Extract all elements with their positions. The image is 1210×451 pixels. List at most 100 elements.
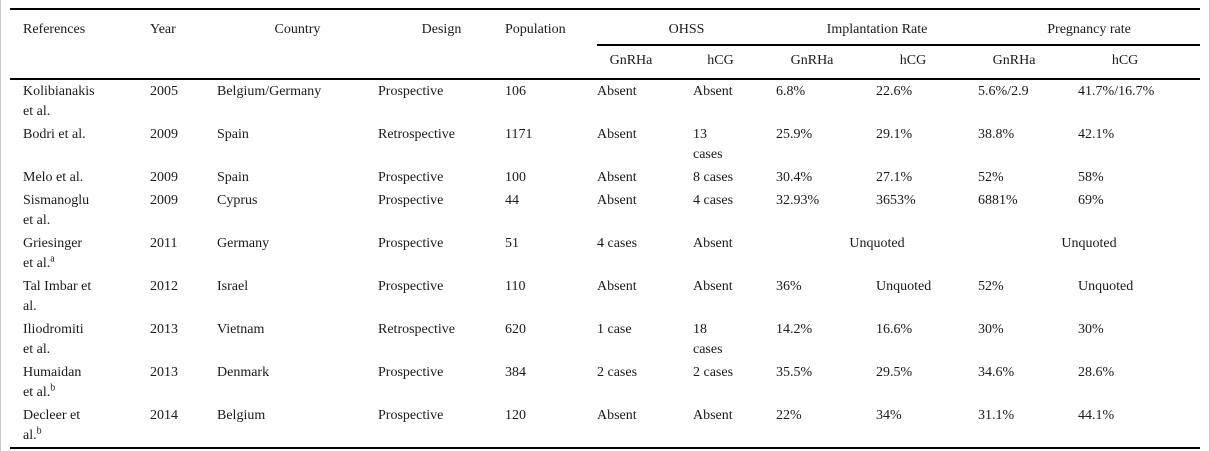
cell-year: 2009: [150, 127, 178, 142]
cell-country: Spain: [217, 170, 249, 185]
reference-text: Tal Imbar et al.: [23, 279, 92, 314]
cell-pregnancy-hcg: 44.1%: [1078, 408, 1115, 423]
cell-implantation-hcg: Unquoted: [876, 279, 932, 294]
cell-year: 2011: [150, 236, 178, 251]
cell-implantation-gnrha: 36%: [776, 279, 802, 294]
cell-ohss-hcg: Absent: [693, 84, 733, 99]
cell-ohss-hcg: Absent: [693, 279, 733, 294]
cell-implantation-gnrha: 30.4%: [776, 170, 813, 185]
col-header-references: References: [10, 9, 150, 80]
col-group-pregnancy-rate: Pregnancy rate: [978, 9, 1201, 46]
reference-text: Decleer et al.: [23, 408, 81, 443]
cell-year: 2009: [150, 170, 178, 185]
cell-ohss-hcg: 2 cases: [693, 365, 734, 380]
cell-country: Vietnam: [217, 322, 265, 337]
col-header-population: Population: [505, 9, 597, 80]
cell-pregnancy-hcg: 42.1%: [1078, 127, 1115, 142]
cell-references: Melo et al.: [10, 166, 150, 189]
cell-implantation-hcg: 3653%: [876, 193, 916, 208]
cell-implantation-gnrha: 25.9%: [776, 127, 813, 142]
cell-population: 620: [505, 322, 526, 337]
cell-pregnancy-gnrha: 34.6%: [978, 365, 1015, 380]
col-header-year: Year: [150, 9, 217, 80]
cell-year: 2012: [150, 279, 178, 294]
cell-ohss-gnrha: Absent: [597, 127, 637, 142]
cell-ohss-hcg: Absent: [693, 236, 733, 251]
cell-year: 2014: [150, 408, 178, 423]
cell-ohss-gnrha: Absent: [597, 279, 637, 294]
cell-implantation-hcg: 29.5%: [876, 365, 913, 380]
cell-pregnancy-hcg: 28.6%: [1078, 365, 1115, 380]
cell-country: Belgium/Germany: [217, 84, 322, 99]
cell-ohss-hcg: 8 cases: [693, 170, 734, 185]
cell-design: Prospective: [378, 84, 444, 99]
cell-ohss-gnrha: Absent: [597, 84, 637, 99]
subcol-implantation-hcg: hCG: [876, 45, 979, 80]
cell-country: Germany: [217, 236, 270, 251]
cell-implantation-gnrha: 14.2%: [776, 322, 813, 337]
cell-design: Retrospective: [378, 322, 455, 337]
cell-population: 51: [505, 236, 519, 251]
cell-references: Tal Imbar et al.: [10, 275, 150, 318]
cell-ohss-gnrha: 2 cases: [597, 365, 638, 380]
table-row: Griesinger et al.a 2011 Germany Prospect…: [10, 232, 1200, 275]
reference-text: Griesinger et al.: [23, 236, 83, 271]
cell-year: 2005: [150, 84, 178, 99]
cell-implantation-unquoted: Unquoted: [849, 236, 905, 251]
reference-text: Iliodromiti et al.: [23, 322, 84, 357]
subcol-pregnancy-gnrha: GnRHa: [978, 45, 1079, 80]
col-header-country: Country: [217, 9, 378, 80]
cell-design: Prospective: [378, 408, 444, 423]
cell-implantation-gnrha: 22%: [776, 408, 802, 423]
reference-text: Humaidan et al.: [23, 365, 82, 400]
cell-references: Bodri et al.: [10, 123, 150, 166]
cell-pregnancy-gnrha: 52%: [978, 170, 1004, 185]
cell-pregnancy-hcg: 30%: [1078, 322, 1104, 337]
cell-pregnancy-gnrha: 5.6%/2.9: [978, 84, 1029, 99]
table-row: Iliodromiti et al. 2013 Vietnam Retrospe…: [10, 318, 1200, 361]
cell-population: 44: [505, 193, 519, 208]
cell-year: 2009: [150, 193, 178, 208]
cell-references: Decleer et al.b: [10, 404, 150, 448]
cell-implantation-hcg: 27.1%: [876, 170, 913, 185]
cell-population: 100: [505, 170, 526, 185]
cell-ohss-gnrha: Absent: [597, 408, 637, 423]
cell-year: 2013: [150, 322, 178, 337]
cell-ohss-gnrha: Absent: [597, 193, 637, 208]
reference-text: Kolibianakis et al.: [23, 84, 95, 119]
cell-ohss-gnrha: Absent: [597, 170, 637, 185]
table-row: Decleer et al.b 2014 Belgium Prospective…: [10, 404, 1200, 448]
cell-pregnancy-gnrha: 31.1%: [978, 408, 1015, 423]
cell-country: Belgium: [217, 408, 266, 423]
cell-implantation-hcg: 22.6%: [876, 84, 913, 99]
table-row: Tal Imbar et al. 2012 Israel Prospective…: [10, 275, 1200, 318]
reference-superscript: b: [36, 425, 42, 437]
cell-pregnancy-hcg: 58%: [1078, 170, 1104, 185]
cell-implantation-gnrha: 32.93%: [776, 193, 820, 208]
cell-country: Spain: [217, 127, 249, 142]
col-group-implantation-rate: Implantation Rate: [776, 9, 979, 46]
cell-ohss-hcg: Absent: [693, 408, 733, 423]
cell-design: Prospective: [378, 193, 444, 208]
cell-implantation-gnrha: 6.8%: [776, 84, 806, 99]
cell-population: 120: [505, 408, 526, 423]
cell-ohss-hcg: 18 cases: [693, 322, 723, 357]
cell-ohss-gnrha: 4 cases: [597, 236, 638, 251]
cell-pregnancy-hcg: 41.7%/16.7%: [1078, 84, 1155, 99]
cell-country: Israel: [217, 279, 249, 294]
cell-references: Humaidan et al.b: [10, 361, 150, 404]
table-body: Kolibianakis et al. 2005 Belgium/Germany…: [10, 79, 1200, 448]
study-comparison-table: References Year Country Design Populatio…: [10, 8, 1201, 449]
subcol-implantation-gnrha: GnRHa: [776, 45, 877, 80]
cell-references: Kolibianakis et al.: [10, 79, 150, 123]
reference-text: Melo et al.: [23, 170, 84, 185]
subcol-pregnancy-hcg: hCG: [1078, 45, 1201, 80]
cell-pregnancy-gnrha: 30%: [978, 322, 1004, 337]
header-row-groups: References Year Country Design Populatio…: [10, 9, 1201, 80]
cell-population: 1171: [505, 127, 533, 142]
table-row: Sismanoglu et al. 2009 Cyprus Prospectiv…: [10, 189, 1200, 232]
col-group-ohss: OHSS: [597, 9, 777, 46]
table-row: Melo et al. 2009 Spain Prospective 100 A…: [10, 166, 1200, 189]
table-row: Kolibianakis et al. 2005 Belgium/Germany…: [10, 79, 1200, 123]
